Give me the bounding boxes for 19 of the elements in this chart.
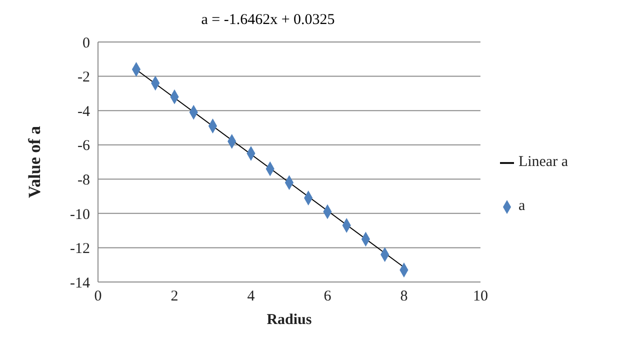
x-tick-label: 8 (400, 288, 408, 305)
x-tick-label: 10 (472, 288, 488, 305)
y-tick-label: -8 (78, 172, 90, 188)
x-tick-label: 4 (247, 288, 256, 305)
chart-title: a = -1.6462x + 0.0325 (200, 11, 336, 30)
y-tick-label: -4 (78, 104, 90, 120)
x-tick-label: 6 (324, 288, 332, 305)
x-tick-label: 0 (94, 288, 102, 305)
x-axis-title: Radius (266, 312, 312, 328)
y-tick-label: 0 (82, 35, 90, 52)
y-tick-label: -10 (70, 206, 90, 223)
y-axis-title: Value of a (25, 125, 44, 198)
y-tick-label: -12 (70, 241, 90, 258)
legend-label: Linear a (518, 154, 568, 170)
y-tick-label: -2 (78, 70, 90, 86)
x-tick-label: 2 (170, 288, 178, 305)
legend-label: a (518, 198, 526, 214)
y-tick-label: -14 (70, 275, 90, 292)
y-tick-label: -6 (78, 138, 90, 154)
